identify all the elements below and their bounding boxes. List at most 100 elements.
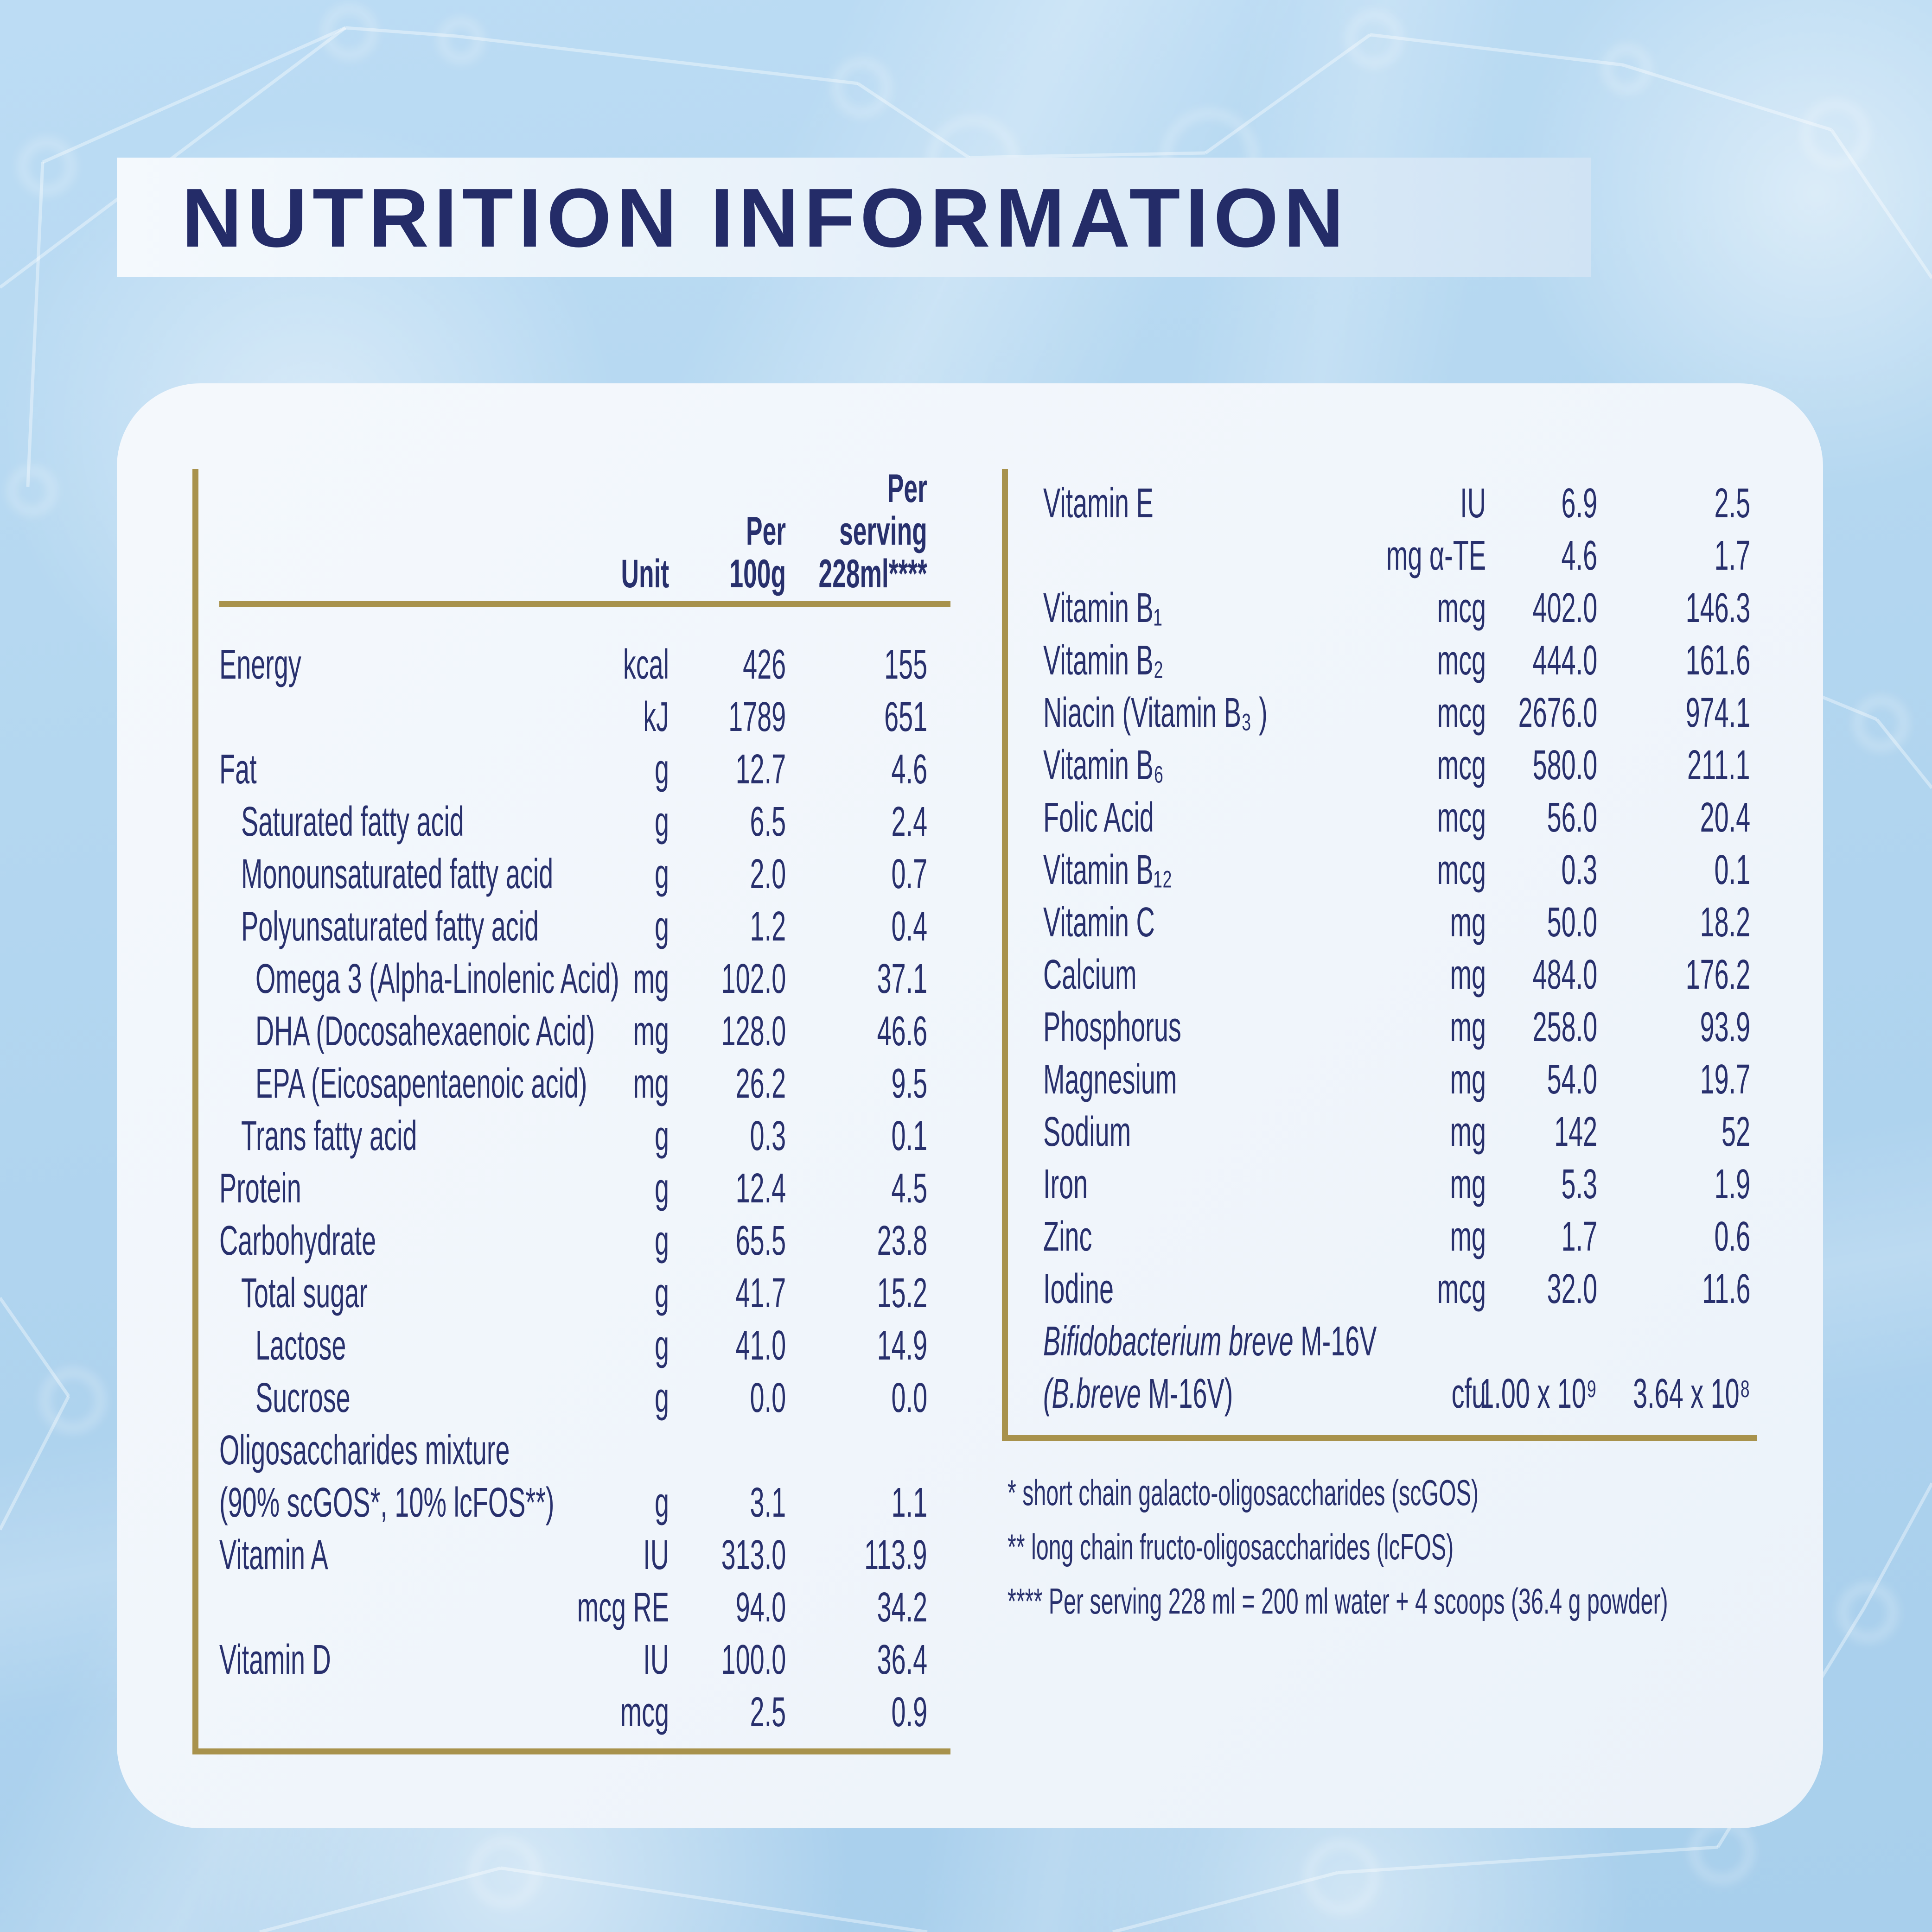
per-serving-cell: 23.8 (846, 1215, 927, 1267)
per-100g-cell-text: 142 (1554, 1109, 1597, 1155)
nutrient-label: (B.breve M-16V) (1043, 1368, 1349, 1420)
per-100g-cell: 102.0 (682, 953, 786, 1005)
nutrient-label-text: Fat (219, 746, 257, 793)
per-100g-cell-text: 32.0 (1547, 1266, 1597, 1312)
unit-cell-text: mcg (1437, 847, 1486, 893)
nutrient-label-text: Lactose (255, 1322, 346, 1369)
unit-cell-text: g (654, 1375, 669, 1421)
per-serving-cell-text: 2.5 (1714, 480, 1750, 527)
per-serving-cell-text: 651 (884, 694, 927, 740)
per-serving-cell: 9.5 (869, 1058, 927, 1110)
per-100g-cell-text: 54.0 (1547, 1056, 1597, 1103)
column-header-unit: Unit (592, 553, 669, 595)
per-serving-cell-text: 20.4 (1700, 794, 1750, 841)
per-100g-cell-text: 4.6 (1561, 533, 1597, 579)
per-100g-cell: 94.0 (705, 1582, 786, 1634)
per-serving-cell-text: 146.3 (1685, 585, 1750, 631)
unit-cell-text: mg (1450, 1109, 1486, 1155)
table-row: Phosphorus mg 258.0 93.9 (1002, 1001, 1757, 1054)
per-serving-cell-text: 0.6 (1714, 1214, 1750, 1260)
per-serving-cell-text: 9.5 (891, 1061, 927, 1107)
unit-cell-text: IU (643, 1532, 669, 1578)
column-header-unit-label: Unit (621, 552, 669, 596)
per-100g-cell: 484.0 (1493, 949, 1597, 1001)
nutrient-label-text: Polyunsaturated fatty acid (241, 903, 539, 950)
table-row: (90% scGOS*, 10% lcFOS**) g 3.1 1.1 (192, 1477, 950, 1529)
unit-cell: g (646, 1163, 669, 1215)
nutrient-label: Lactose (255, 1320, 402, 1372)
table-right-bottom-rule (1002, 1435, 1757, 1441)
nutrient-label: Sodium (1043, 1106, 1185, 1158)
per-100g-cell-text: 0.0 (750, 1375, 786, 1421)
nutrient-label-text: Protein (219, 1165, 301, 1212)
per-serving-cell: 0.1 (1692, 844, 1750, 896)
per-serving-cell: 15.2 (846, 1267, 927, 1320)
unit-cell-text: g (654, 1113, 669, 1159)
per-100g-cell: 4.6 (1539, 530, 1597, 582)
unit-cell: mg (1428, 1106, 1486, 1158)
unit-cell-text: mg (1450, 1161, 1486, 1208)
table-row: Vitamin C mg 50.0 18.2 (1002, 896, 1757, 949)
per-serving-cell-text: 0.7 (891, 851, 927, 897)
unit-cell: cfu (1430, 1368, 1486, 1420)
unit-cell-text: mcg (1437, 585, 1486, 631)
nutrient-label-text: Magnesium (1043, 1056, 1177, 1103)
molecule-node-icon (1348, 13, 1401, 65)
per-100g-cell: 402.0 (1493, 582, 1597, 635)
footnotes: * short chain galacto-oligosaccharides (… (1007, 1466, 1814, 1628)
per-serving-cell-text: 0.1 (891, 1113, 927, 1159)
nutrient-label-text: Vitamin D (219, 1637, 331, 1683)
unit-cell-text: g (654, 1270, 669, 1316)
nutrient-label-text: Iodine (1043, 1266, 1114, 1312)
nutrient-label-text: Vitamin B₂ (1043, 637, 1164, 684)
per-100g-cell: 1.00 x 10⁹ (1408, 1368, 1597, 1420)
per-100g-cell: 1.2 (728, 901, 786, 953)
column-header-per-100g-label: Per 100g (729, 509, 786, 596)
nutrient-label: Magnesium (1043, 1054, 1259, 1106)
per-100g-cell-text: 0.3 (1561, 847, 1597, 893)
per-serving-cell-text: 0.4 (891, 903, 927, 950)
unit-cell-text: kcal (623, 642, 669, 688)
unit-cell-text: kJ (643, 694, 669, 740)
per-100g-cell-text: 0.3 (750, 1113, 786, 1159)
nutrient-label-text: Monounsaturated fatty acid (241, 851, 554, 897)
per-serving-cell: 0.4 (869, 901, 927, 953)
table-row: Sucrose g 0.0 0.0 (192, 1372, 950, 1424)
per-100g-cell: 258.0 (1493, 1001, 1597, 1054)
nutrient-label-text: (B.breve M-16V) (1043, 1371, 1233, 1417)
per-serving-cell-text: 23.8 (877, 1218, 927, 1264)
per-100g-cell: 54.0 (1516, 1054, 1597, 1106)
per-serving-cell-text: 11.6 (1702, 1266, 1750, 1312)
per-100g-cell: 1789 (693, 691, 786, 744)
table-row: EPA (Eicosapentaenoic acid) mg 26.2 9.5 (192, 1058, 950, 1110)
per-serving-cell: 113.9 (826, 1529, 927, 1582)
nutrient-label: Vitamin C (1043, 896, 1223, 949)
per-100g-cell: 50.0 (1516, 896, 1597, 949)
per-serving-cell-text: 161.6 (1685, 637, 1750, 684)
per-100g-cell-text: 258.0 (1532, 1004, 1597, 1050)
per-serving-cell-text: 52 (1721, 1109, 1750, 1155)
per-serving-cell-text: 176.2 (1685, 952, 1750, 998)
per-serving-cell-text: 37.1 (877, 956, 927, 1002)
per-serving-cell-text: 46.6 (877, 1008, 927, 1055)
unit-cell-text: mg (1450, 1004, 1486, 1050)
per-100g-cell-text: 41.7 (735, 1270, 786, 1316)
nutrient-label-text: Vitamin B₆ (1043, 742, 1164, 788)
unit-cell-text: mg (633, 1008, 669, 1055)
per-serving-cell: 2.4 (869, 796, 927, 848)
per-100g-cell-text: 12.7 (735, 746, 786, 793)
unit-cell-text: g (654, 799, 669, 845)
per-100g-cell-text: 65.5 (735, 1218, 786, 1264)
molecule-node-icon (1604, 46, 1650, 92)
table-left-header: Unit Per 100g Per serving 228ml**** (192, 467, 950, 596)
nutrient-label: (90% scGOS*, 10% lcFOS**) (219, 1477, 759, 1529)
per-serving-cell: 52 (1704, 1106, 1750, 1158)
per-serving-cell-text: 974.1 (1685, 690, 1750, 736)
unit-cell: mcg (1407, 844, 1486, 896)
nutrient-label-text: Total sugar (241, 1270, 368, 1316)
unit-cell: g (646, 796, 669, 848)
per-serving-cell-text: 1.7 (1714, 533, 1750, 579)
per-100g-cell-text: 444.0 (1532, 637, 1597, 684)
unit-cell-text: g (654, 1165, 669, 1212)
